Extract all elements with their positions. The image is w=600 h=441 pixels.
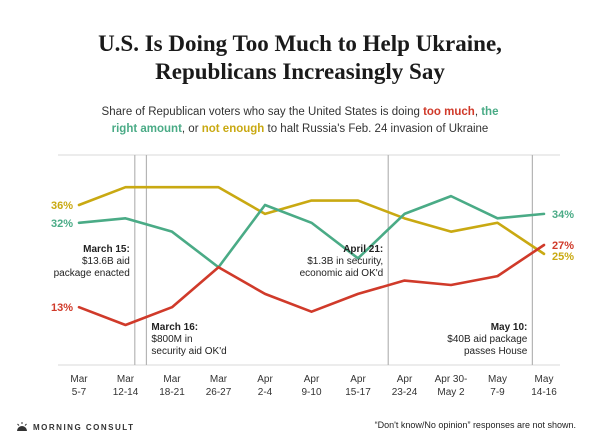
label-not-enough-start: 36%: [51, 200, 73, 212]
x-tick-label-5-bottom: 9-10: [301, 387, 321, 398]
label-right-amount-start: 32%: [51, 218, 73, 230]
x-tick-label-6-top: Apr: [350, 374, 366, 385]
x-tick-label-2-bottom: 18-21: [159, 387, 185, 398]
label-not-enough-end: 25%: [552, 251, 574, 263]
x-tick-label-7-top: Apr: [397, 374, 413, 385]
label-right-amount-end: 34%: [552, 209, 574, 221]
x-tick-label-4-top: Apr: [257, 374, 273, 385]
x-tick-label-0-top: Mar: [70, 374, 88, 385]
x-tick-label-6-bottom: 15-17: [345, 387, 371, 398]
label-too-much-end: 27%: [552, 240, 574, 252]
event-text-3-0: $40B aid package: [447, 334, 528, 345]
series-line-right-amount: [77, 194, 546, 269]
event-text-2-0: $1.3B in security,: [307, 256, 383, 267]
x-tick-label-8-top: Apr 30-: [435, 374, 468, 385]
footer-logo-text: MORNING CONSULT: [33, 422, 135, 432]
event-text-1-0: $800M in: [151, 334, 192, 345]
subtitle-comma1: ,: [474, 106, 482, 118]
event-text-1-1: security aid OK'd: [151, 346, 226, 357]
x-tick-label-10-bottom: 14-16: [531, 387, 557, 398]
subtitle-not-enough: not enough: [201, 123, 265, 135]
x-tick-label-2-top: Mar: [163, 374, 181, 385]
label-too-much-start: 13%: [51, 302, 73, 314]
x-tick-label-10-top: May: [535, 374, 554, 385]
x-tick-label-1-top: Mar: [117, 374, 135, 385]
x-tick-label-4-bottom: 2-4: [258, 387, 273, 398]
event-text-3-1: passes House: [464, 346, 528, 357]
event-title-3: May 10:: [491, 322, 528, 333]
subtitle-part2: , or: [181, 123, 202, 135]
subtitle-part3: to halt Russia's Feb. 24 invasion of Ukr…: [264, 123, 489, 135]
x-tick-label-9-bottom: 7-9: [490, 387, 505, 398]
chart-title: U.S. Is Doing Too Much to Help Ukraine, …: [0, 30, 600, 86]
event-title-0: March 15:: [83, 244, 130, 255]
event-title-1: March 16:: [151, 322, 198, 333]
x-tick-label-8-bottom: May 2: [437, 387, 465, 398]
x-tick-label-9-top: May: [488, 374, 507, 385]
subtitle-part1: Share of Republican voters who say the U…: [101, 106, 424, 118]
footer-note: “Don't know/No opinion” responses are no…: [374, 420, 576, 430]
series-line-not-enough: [77, 185, 546, 256]
event-text-0-0: $13.6B aid: [82, 256, 130, 267]
chart-subtitle: Share of Republican voters who say the U…: [100, 104, 500, 138]
x-tick-label-7-bottom: 23-24: [392, 387, 418, 398]
chart-title-line1: U.S. Is Doing Too Much to Help Ukraine,: [98, 31, 502, 56]
chart-title-line2: Republicans Increasingly Say: [155, 59, 445, 84]
morning-consult-logo-icon: [17, 422, 27, 431]
x-tick-label-3-top: Mar: [210, 374, 228, 385]
x-tick-label-1-bottom: 12-14: [113, 387, 139, 398]
event-title-2: April 21:: [343, 244, 383, 255]
x-tick-label-5-top: Apr: [304, 374, 320, 385]
footer-logo: MORNING CONSULT: [16, 421, 134, 433]
event-text-0-1: package enacted: [54, 268, 130, 279]
x-tick-label-0-bottom: 5-7: [72, 387, 87, 398]
subtitle-the: the: [481, 106, 499, 118]
x-tick-label-3-bottom: 26-27: [206, 387, 232, 398]
event-text-2-1: economic aid OK'd: [300, 268, 384, 279]
subtitle-right-amount: right amount: [111, 123, 182, 135]
subtitle-too-much: too much: [423, 106, 475, 118]
series-line-too-much: [77, 243, 546, 327]
